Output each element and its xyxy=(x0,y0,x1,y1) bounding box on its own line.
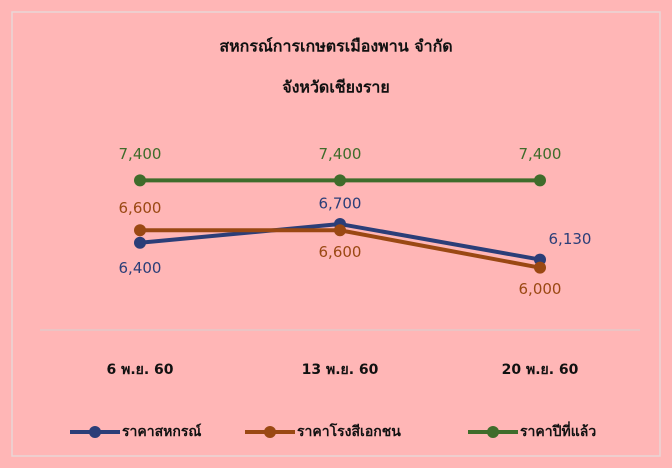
data-label: 7,400 xyxy=(119,145,162,163)
data-label: 7,400 xyxy=(519,145,562,163)
x-tick-label: 20 พ.ย. 60 xyxy=(502,362,579,378)
point xyxy=(334,224,346,237)
point xyxy=(134,224,146,237)
data-label: 6,700 xyxy=(319,195,362,213)
point xyxy=(134,236,146,249)
point xyxy=(534,261,546,274)
x-tick-label: 13 พ.ย. 60 xyxy=(302,362,379,378)
point xyxy=(534,174,546,187)
legend-label: ราคาโรงสีเอกชน xyxy=(297,422,401,440)
x-tick-label: 6 พ.ย. 60 xyxy=(106,362,173,378)
chart-title: สหกรณ์การเกษตรเมืองพาน จำกัด xyxy=(219,37,452,56)
data-label: 6,130 xyxy=(549,230,592,248)
data-label: 6,600 xyxy=(119,199,162,217)
legend-marker xyxy=(89,426,101,438)
legend-label: ราคาสหกรณ์ xyxy=(122,423,201,440)
data-label: 6,000 xyxy=(519,280,562,298)
chart-subtitle: จังหวัดเชียงราย xyxy=(282,78,390,97)
legend-label: ราคาปีที่แล้ว xyxy=(520,421,596,440)
legend-marker xyxy=(487,426,499,438)
data-label: 7,400 xyxy=(319,145,362,163)
point xyxy=(334,174,346,187)
data-label: 6,600 xyxy=(319,243,362,261)
data-label: 6,400 xyxy=(119,259,162,277)
legend-marker xyxy=(264,426,276,438)
point xyxy=(134,174,146,187)
